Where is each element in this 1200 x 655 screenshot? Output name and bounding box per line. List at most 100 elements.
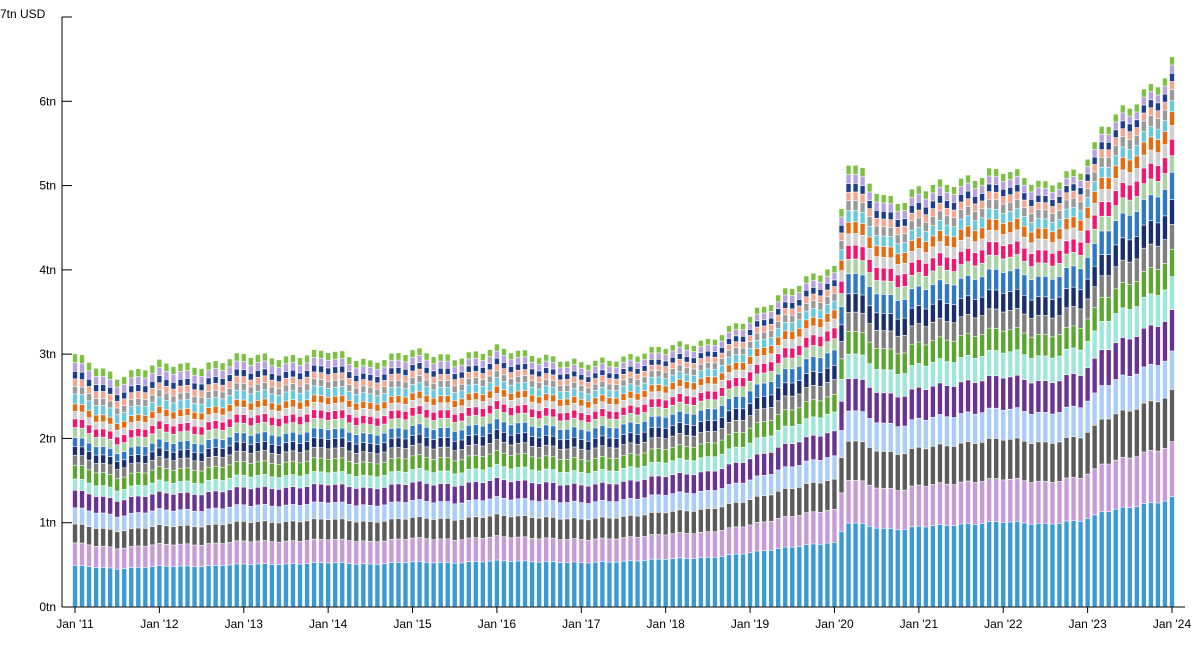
bar-segment (347, 414, 352, 423)
bar-segment (1120, 198, 1125, 213)
bar-segment (888, 195, 893, 204)
bar-segment (1120, 136, 1125, 147)
bar-segment (804, 337, 809, 348)
bar-segment (536, 389, 542, 397)
bar-segment (656, 559, 661, 607)
bar-segment (410, 377, 415, 385)
bar-segment (410, 393, 415, 400)
bar-segment (994, 255, 999, 269)
bar-segment (122, 531, 127, 548)
bar-segment (459, 413, 464, 421)
bar-segment (340, 386, 345, 396)
bar-segment (1141, 452, 1147, 504)
bar-segment (311, 428, 317, 438)
bar-segment (262, 399, 268, 407)
bar-segment (185, 423, 190, 431)
bar-segment (157, 429, 162, 439)
bar-segment (164, 544, 169, 566)
bar-segment (1169, 172, 1175, 200)
bar-segment (452, 392, 457, 401)
bar-segment (768, 495, 774, 522)
bar-segment (628, 398, 633, 405)
bar-segment (1015, 350, 1020, 375)
bar-segment (1106, 157, 1111, 168)
bar-segment (712, 532, 718, 557)
bar-segment (508, 400, 514, 408)
bar-segment (586, 394, 591, 402)
bar-segment (262, 353, 268, 361)
bar-segment (340, 519, 345, 539)
bar-segment (1043, 297, 1048, 316)
bar-segment (1043, 239, 1048, 250)
bar-segment (529, 355, 535, 363)
bar-segment (958, 202, 964, 210)
bar-segment (1085, 207, 1090, 219)
bar-segment (1050, 242, 1055, 253)
bar-segment (776, 328, 781, 337)
bar-segment (185, 544, 190, 566)
bar-segment (136, 405, 141, 415)
bar-segment (1113, 166, 1118, 179)
bar-segment (494, 371, 500, 378)
bar-segment (902, 286, 907, 300)
bar-segment (768, 330, 774, 338)
bar-segment (761, 475, 767, 496)
bar-segment (115, 379, 120, 387)
bar-segment (726, 372, 732, 380)
bar-segment (248, 489, 253, 507)
bar-segment (431, 390, 436, 398)
bar-segment (1169, 139, 1175, 156)
bar-segment (698, 358, 704, 364)
bar-segment (192, 461, 197, 471)
bar-segment (1001, 245, 1006, 259)
bar-segment (944, 340, 950, 362)
bar-segment (86, 511, 92, 527)
bar-segment (1064, 375, 1069, 407)
bar-segment (164, 386, 169, 393)
bar-segment (951, 217, 957, 227)
bar-segment (733, 483, 739, 503)
bar-segment (1022, 237, 1027, 248)
bar-segment (958, 336, 964, 358)
bar-segment (255, 541, 261, 564)
bar-segment (783, 315, 788, 322)
bar-segment (501, 432, 507, 443)
bar-segment (297, 452, 303, 463)
bar-segment (466, 538, 471, 562)
bar-segment (150, 381, 155, 388)
bar-segment (860, 202, 865, 213)
bar-segment (754, 307, 760, 314)
bar-segment (677, 492, 682, 510)
bar-segment (916, 526, 922, 607)
bar-segment (107, 424, 113, 431)
bar-segment (1050, 222, 1055, 232)
bar-segment (930, 247, 936, 258)
bar-segment (178, 510, 183, 526)
bar-segment (874, 330, 879, 348)
bar-segment (797, 380, 802, 394)
bar-segment (642, 359, 647, 366)
bar-segment (354, 434, 359, 444)
bar-segment (452, 431, 457, 441)
bar-segment (515, 383, 521, 391)
bar-segment (452, 451, 457, 461)
bar-segment (304, 414, 310, 423)
bar-segment (311, 438, 317, 447)
bar-segment (1092, 331, 1097, 358)
bar-segment (726, 338, 732, 345)
bar-segment (951, 386, 957, 418)
bar-segment (754, 327, 760, 333)
bar-segment (508, 445, 514, 456)
bar-segment (558, 399, 563, 406)
bar-segment (825, 480, 830, 511)
bar-segment (635, 537, 640, 561)
bar-segment (754, 356, 760, 365)
bar-segment (410, 416, 415, 426)
bar-segment (607, 427, 612, 438)
bar-segment (107, 465, 113, 475)
bar-segment (811, 482, 816, 512)
bar-segment (480, 501, 486, 518)
bar-segment (958, 357, 964, 382)
bar-segment (529, 538, 535, 562)
